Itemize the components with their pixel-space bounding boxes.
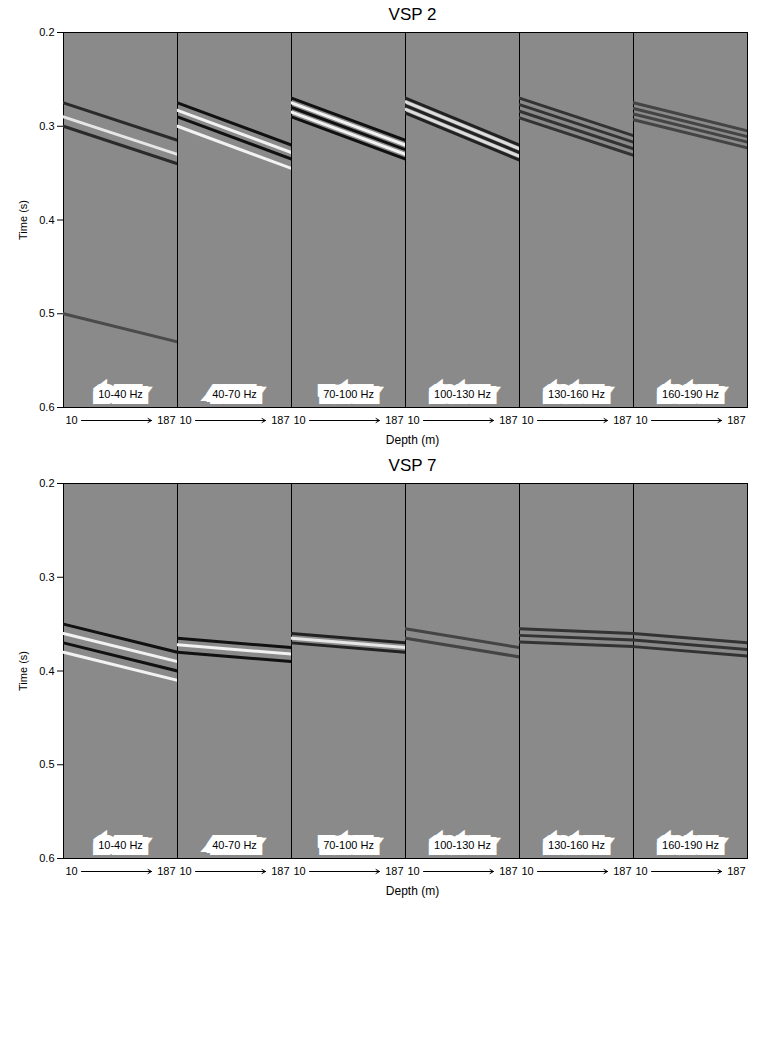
svg-text:187: 187 — [499, 865, 517, 877]
svg-text:187: 187 — [727, 414, 745, 426]
svg-text:100-130 Hz: 100-130 Hz — [434, 839, 491, 851]
svg-text:187: 187 — [271, 865, 289, 877]
svg-text:187: 187 — [499, 414, 517, 426]
svg-text:0.4: 0.4 — [39, 665, 54, 677]
svg-text:0.3: 0.3 — [39, 571, 54, 583]
svg-text:0.6: 0.6 — [39, 401, 54, 413]
svg-text:100-130 Hz: 100-130 Hz — [434, 388, 491, 400]
svg-text:10-40 Hz: 10-40 Hz — [98, 839, 143, 851]
svg-text:10: 10 — [66, 414, 78, 426]
svg-text:10: 10 — [294, 865, 306, 877]
svg-text:10: 10 — [636, 414, 648, 426]
svg-text:40-70 Hz: 40-70 Hz — [212, 839, 257, 851]
svg-text:40-70 Hz: 40-70 Hz — [212, 388, 257, 400]
svg-text:160-190 Hz: 160-190 Hz — [662, 388, 719, 400]
svg-text:0.4: 0.4 — [39, 214, 54, 226]
svg-text:10: 10 — [408, 414, 420, 426]
svg-text:0.6: 0.6 — [39, 852, 54, 864]
svg-text:187: 187 — [157, 414, 175, 426]
svg-text:0.3: 0.3 — [39, 120, 54, 132]
svg-text:0.5: 0.5 — [39, 307, 54, 319]
svg-text:0.2: 0.2 — [39, 26, 54, 38]
svg-text:10: 10 — [522, 865, 534, 877]
svg-text:Time (s): Time (s) — [17, 200, 29, 240]
svg-text:187: 187 — [271, 414, 289, 426]
svg-text:187: 187 — [613, 865, 631, 877]
svg-text:10: 10 — [636, 865, 648, 877]
html-text:VSP 2: VSP 2 — [388, 5, 437, 24]
svg-text:0.2: 0.2 — [39, 477, 54, 489]
svg-text:187: 187 — [727, 865, 745, 877]
svg-text:187: 187 — [385, 414, 403, 426]
svg-text:187: 187 — [157, 865, 175, 877]
svg-text:187: 187 — [613, 414, 631, 426]
svg-text:10: 10 — [66, 865, 78, 877]
svg-text:130-160 Hz: 130-160 Hz — [548, 388, 605, 400]
svg-text:10-40 Hz: 10-40 Hz — [98, 388, 143, 400]
svg-text:0.5: 0.5 — [39, 758, 54, 770]
html-text:VSP 7: VSP 7 — [388, 456, 437, 475]
svg-text:70-100 Hz: 70-100 Hz — [323, 388, 374, 400]
svg-text:10: 10 — [180, 414, 192, 426]
svg-text:Time (s): Time (s) — [17, 651, 29, 691]
svg-text:160-190 Hz: 160-190 Hz — [662, 839, 719, 851]
svg-text:10: 10 — [180, 865, 192, 877]
svg-text:130-160 Hz: 130-160 Hz — [548, 839, 605, 851]
svg-text:10: 10 — [408, 865, 420, 877]
svg-text:10: 10 — [294, 414, 306, 426]
html-text:Depth (m): Depth (m) — [385, 433, 440, 447]
svg-text:70-100 Hz: 70-100 Hz — [323, 839, 374, 851]
svg-text:10: 10 — [522, 414, 534, 426]
svg-text:187: 187 — [385, 865, 403, 877]
html-text:Depth (m): Depth (m) — [385, 884, 440, 898]
